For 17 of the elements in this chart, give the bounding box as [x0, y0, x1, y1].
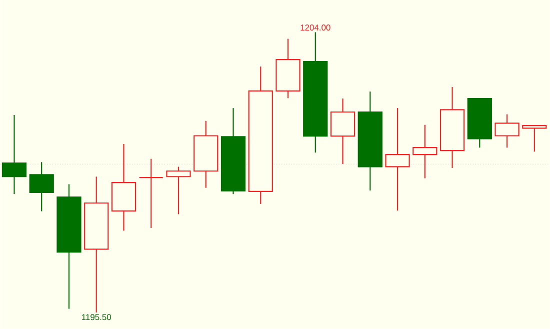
candlestick	[248, 66, 273, 205]
candlestick	[111, 144, 136, 232]
candlestick	[412, 124, 438, 179]
candlestick	[440, 86, 465, 169]
annotation: 1204.00	[300, 24, 330, 31]
candlestick	[29, 162, 54, 212]
candlestick	[385, 108, 410, 212]
candlestick	[194, 120, 218, 189]
candlestick	[84, 176, 109, 314]
candlestick	[220, 108, 246, 195]
candlestick	[138, 158, 164, 229]
candlestick	[2, 114, 27, 195]
candlestick	[56, 184, 82, 310]
candlestick	[330, 98, 356, 165]
candlestick	[303, 32, 328, 154]
annotation: 1195.50	[82, 314, 111, 320]
candlestick	[358, 91, 382, 192]
